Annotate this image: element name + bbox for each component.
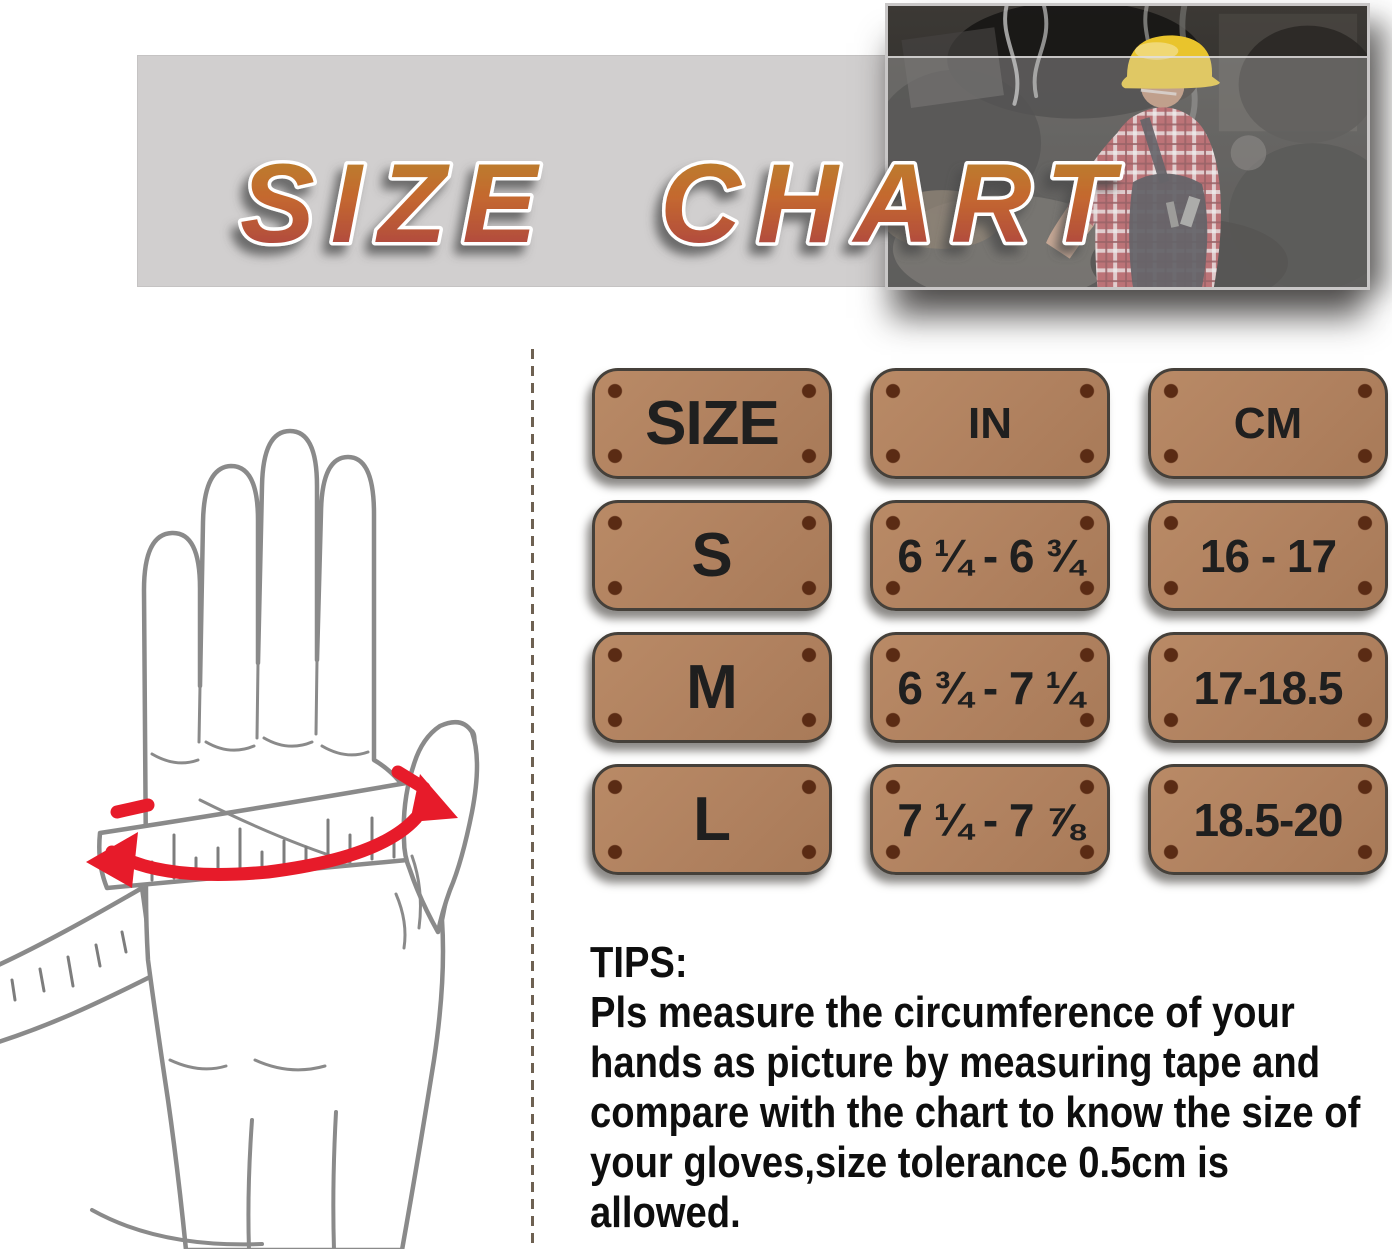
dashed-divider <box>531 349 534 1249</box>
row-m-inches-tag: 6 ¾ - 7 ¼ <box>870 632 1110 743</box>
size-l-label: L <box>693 785 731 854</box>
tips-section: TIPS: Pls measure the circumference of y… <box>590 938 1389 1238</box>
thumb <box>394 719 480 950</box>
row-m-cm-tag: 17-18.5 <box>1148 632 1388 743</box>
hand-sketch <box>0 428 480 1249</box>
red-arrow <box>86 765 458 888</box>
palm-creases <box>90 1058 338 1249</box>
hard-hat <box>1121 35 1220 89</box>
row-m-size-tag: M <box>592 632 832 743</box>
banner-overlay-wash <box>888 56 1367 287</box>
size-m-inches: 6 ¾ - 7 ¼ <box>897 661 1083 714</box>
size-m-label: M <box>686 653 738 722</box>
size-table: SIZE IN CM S 6 ¼ - 6 ¾ 16 - 17 M 6 ¾ - 7… <box>592 368 1388 875</box>
row-l-inches-tag: 7 ¼ - 7 ⅞ <box>870 764 1110 875</box>
size-s-cm: 16 - 17 <box>1199 529 1337 582</box>
row-s-size-tag: S <box>592 500 832 611</box>
size-m-cm: 17-18.5 <box>1193 661 1343 714</box>
size-l-cm: 18.5-20 <box>1193 793 1343 846</box>
size-s-inches: 6 ¼ - 6 ¾ <box>897 529 1083 582</box>
title-text: SIZE CHART <box>240 141 1130 266</box>
size-s-label: S <box>691 521 733 590</box>
page-title: SIZE CHART <box>237 138 1130 270</box>
header-tag-in: IN <box>870 368 1110 479</box>
worker-photo <box>885 3 1370 290</box>
row-s-cm-tag: 16 - 17 <box>1148 500 1388 611</box>
tips-heading: TIPS: <box>590 938 688 987</box>
tips-body: Pls measure the circumference of your ha… <box>590 988 1361 1237</box>
worker-figure <box>1046 35 1221 287</box>
header-cm-label: CM <box>1233 398 1303 448</box>
size-l-inches: 7 ¼ - 7 ⅞ <box>897 793 1083 846</box>
header-in-label: IN <box>968 398 1012 448</box>
row-s-inches-tag: 6 ¼ - 6 ¾ <box>870 500 1110 611</box>
row-l-size-tag: L <box>592 764 832 875</box>
hand-measure-illustration <box>0 420 560 1249</box>
worker-photo-art <box>888 6 1367 287</box>
row-l-cm-tag: 18.5-20 <box>1148 764 1388 875</box>
measuring-tape-tail <box>0 885 155 1044</box>
header-tag-size: SIZE <box>592 368 832 479</box>
header-size-label: SIZE <box>645 389 780 458</box>
header-tag-cm: CM <box>1148 368 1388 479</box>
